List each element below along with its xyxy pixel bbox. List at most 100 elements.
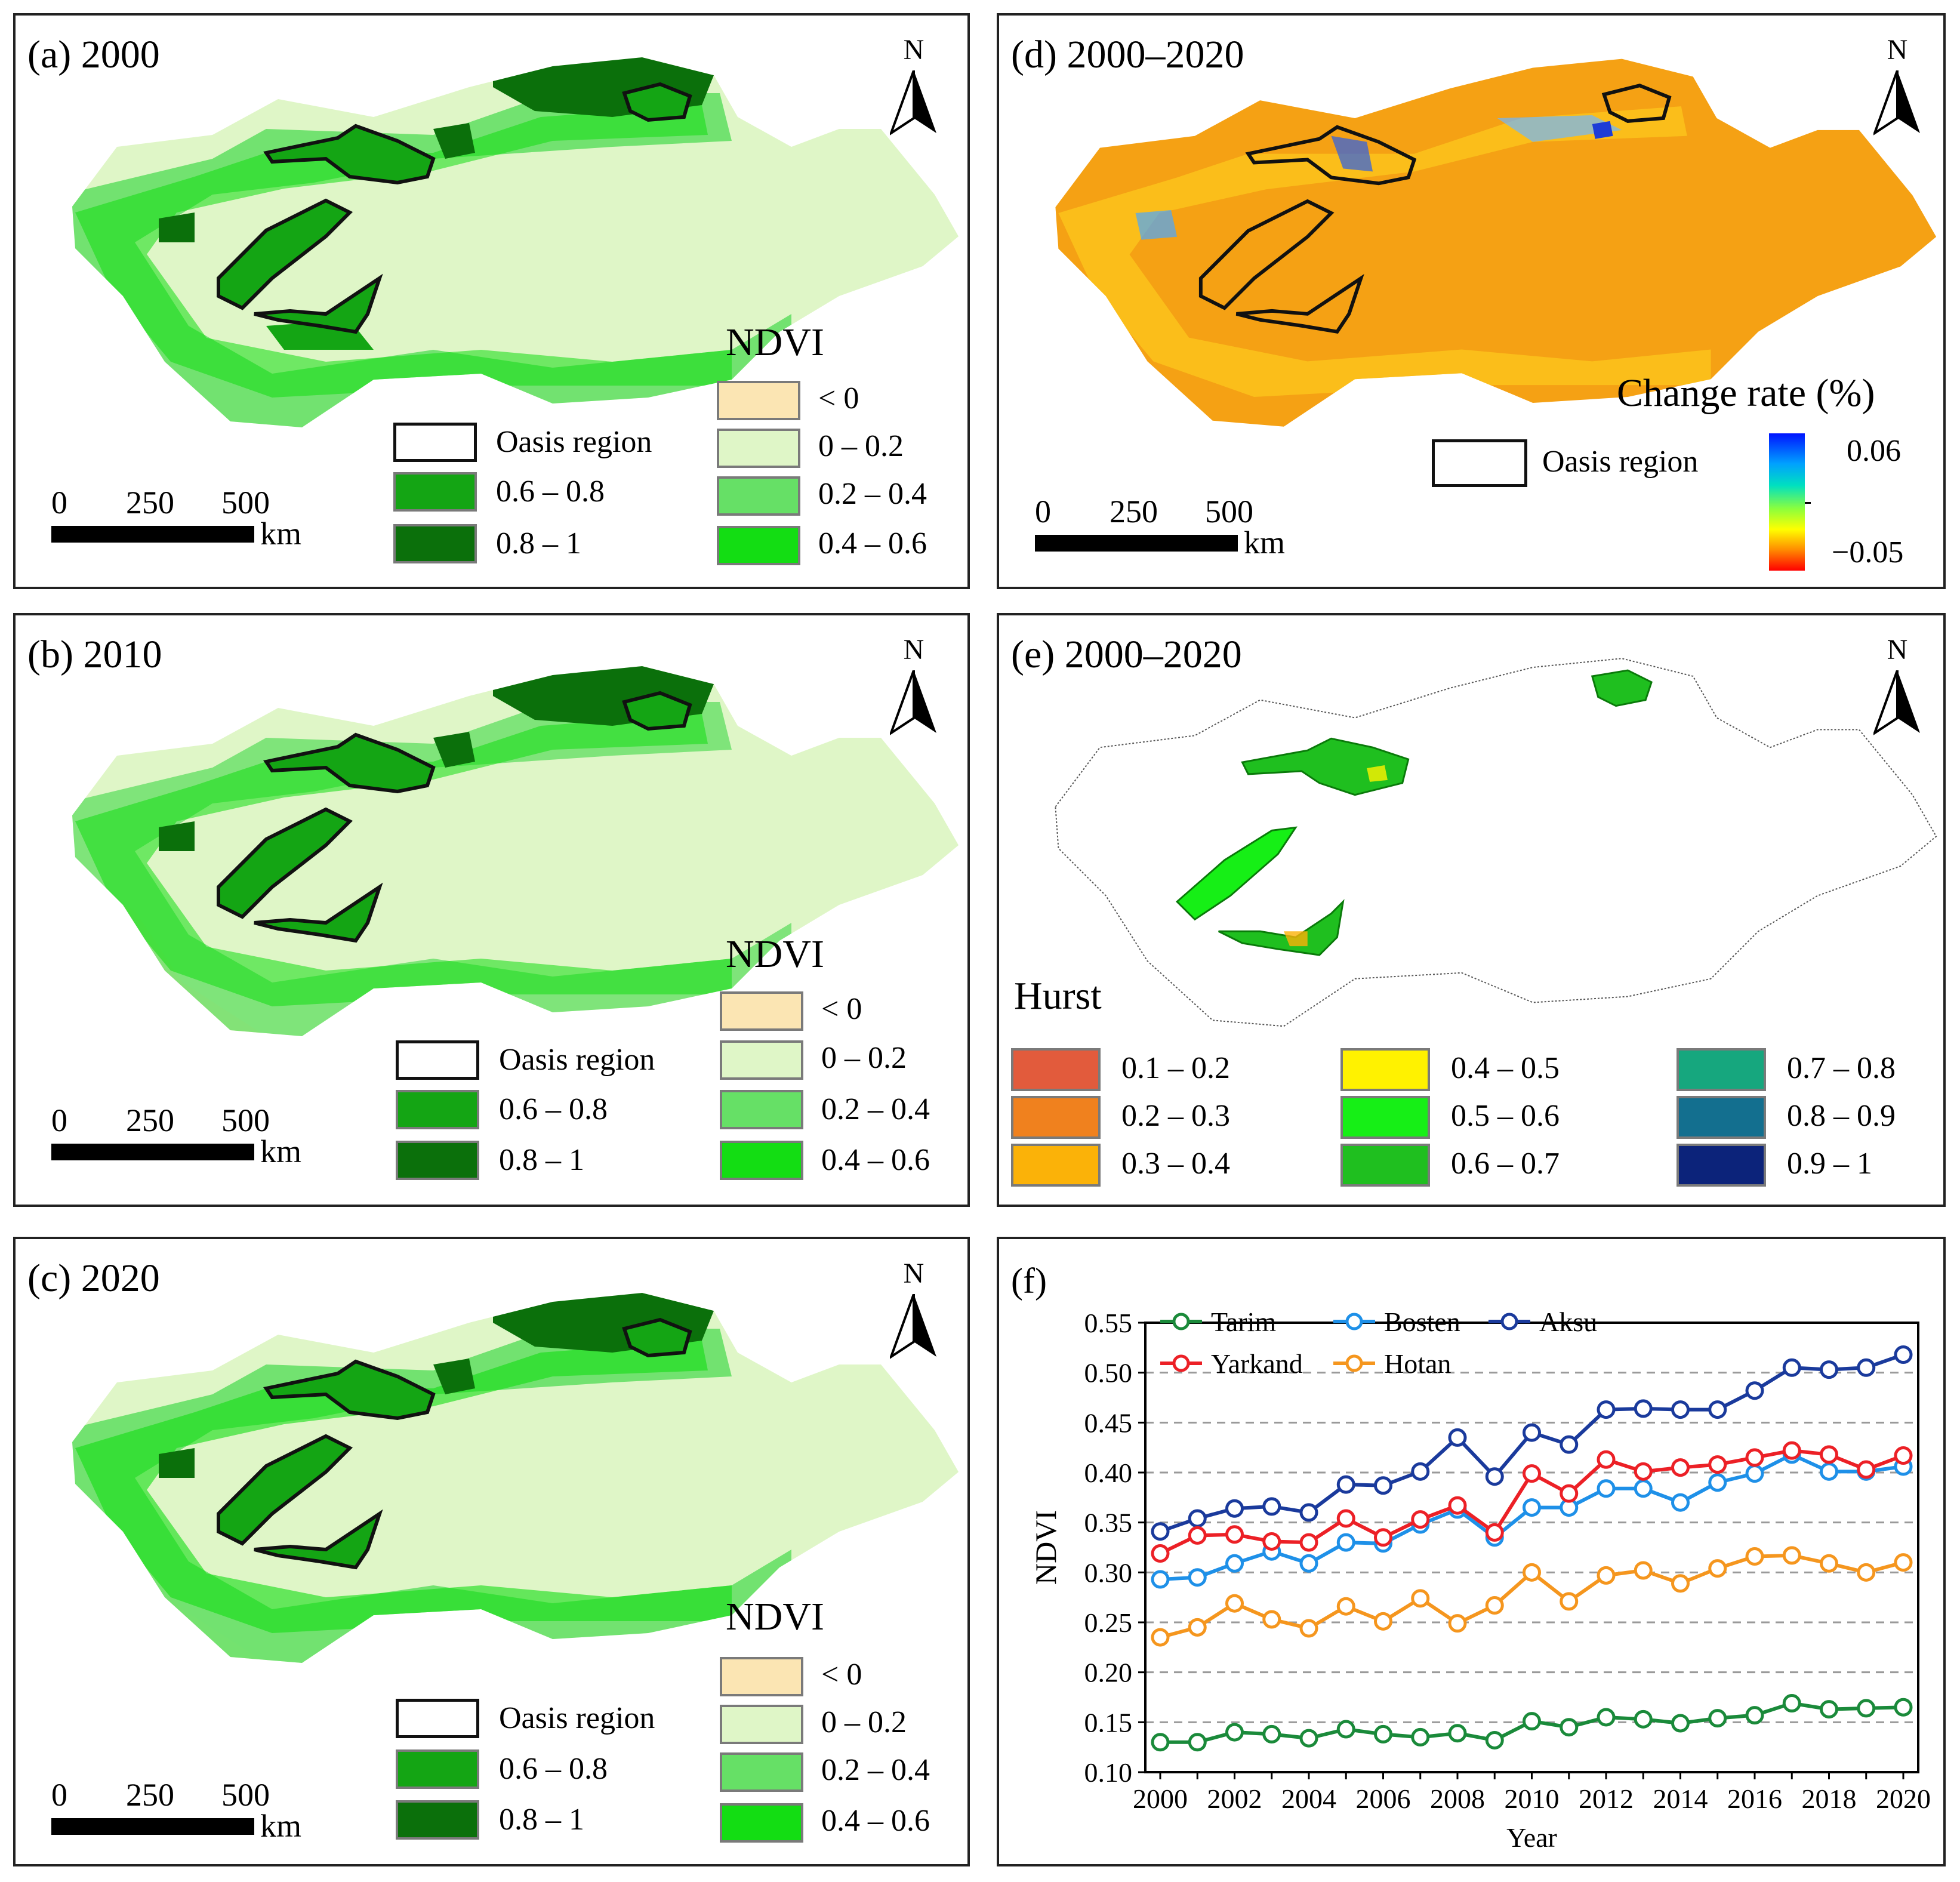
swatch-0-02	[717, 429, 800, 468]
scale-250: 250	[126, 485, 174, 520]
data-point-hotan	[1448, 1614, 1467, 1633]
panel-f: (f) 0.10 0.15 0.20 0.25 0.30 0.35 0.40 0.45 0.50 0…	[997, 1237, 1946, 1866]
data-point-yarkand	[1262, 1532, 1281, 1551]
swatch-08-1	[396, 1800, 479, 1840]
scale-bar: 0 250 500 km	[51, 1102, 302, 1169]
data-point-hotan	[1523, 1563, 1541, 1582]
data-point-yarkand	[1820, 1445, 1838, 1464]
scale-unit: km	[260, 1808, 302, 1844]
panel-a-title: (a) 2000	[27, 33, 160, 76]
hurst-label: 0.4 – 0.5	[1451, 1051, 1560, 1085]
x-tick-label: 2016	[1727, 1784, 1782, 1814]
data-point-yarkand	[1634, 1462, 1653, 1481]
north-label: N	[1887, 34, 1908, 66]
label-02-04: 0.2 – 0.4	[821, 1092, 930, 1126]
label-08-1: 0.8 – 1	[499, 1803, 584, 1837]
north-label: N	[1887, 634, 1908, 666]
hurst-label: 0.9 – 1	[1787, 1147, 1872, 1181]
scale-unit: km	[260, 1133, 302, 1169]
y-tick-label: 0.15	[1084, 1707, 1133, 1738]
data-point-tarim	[1857, 1699, 1876, 1718]
legend-label-tarim: Tarim	[1211, 1307, 1276, 1337]
hurst-swatch	[1340, 1048, 1430, 1091]
data-point-hotan	[1188, 1618, 1207, 1637]
data-point-yarkand	[1374, 1528, 1392, 1547]
data-point-aksu	[1448, 1428, 1467, 1447]
ndvi-map-2020	[72, 1293, 959, 1663]
data-point-yarkand	[1560, 1484, 1579, 1503]
scale-500: 500	[221, 1102, 270, 1138]
hurst-swatch	[1340, 1096, 1430, 1139]
data-point-tarim	[1820, 1700, 1838, 1719]
panel-b-title: (b) 2010	[27, 633, 162, 676]
data-point-tarim	[1336, 1720, 1355, 1739]
change-rate-gradient	[1769, 433, 1805, 571]
label-0-02: 0 – 0.2	[821, 1705, 907, 1739]
data-point-tarim	[1560, 1718, 1579, 1737]
data-point-yarkand	[1188, 1526, 1207, 1545]
scale-500: 500	[1205, 494, 1253, 529]
label-0-02: 0 – 0.2	[818, 429, 904, 463]
label-04-06: 0.4 – 0.6	[821, 1143, 930, 1177]
scale-0: 0	[51, 1777, 67, 1813]
label-oasis: Oasis region	[499, 1701, 655, 1735]
data-point-hotan	[1299, 1619, 1318, 1638]
data-point-tarim	[1411, 1727, 1430, 1747]
data-point-aksu	[1894, 1345, 1913, 1364]
data-point-aksu	[1262, 1497, 1281, 1516]
data-point-tarim	[1188, 1733, 1207, 1752]
north-label: N	[903, 1258, 924, 1289]
ndvi-line-chart: (f) 0.10 0.15 0.20 0.25 0.30 0.35 0.40 0.45 0.50 0…	[1011, 1261, 1931, 1853]
data-point-hotan	[1336, 1597, 1355, 1616]
data-point-hotan	[1708, 1559, 1727, 1578]
label-0-02: 0 – 0.2	[821, 1041, 907, 1075]
swatch-lt0	[720, 991, 803, 1031]
data-point-bosten	[1151, 1570, 1170, 1589]
data-point-tarim	[1374, 1724, 1392, 1744]
data-point-bosten	[1336, 1533, 1355, 1552]
north-label: N	[903, 34, 924, 66]
hurst-swatch	[1677, 1096, 1766, 1139]
label-oasis: Oasis region	[1542, 445, 1699, 479]
hurst-label: 0.1 – 0.2	[1121, 1051, 1230, 1085]
swatch-0-02	[720, 1040, 803, 1080]
data-point-tarim	[1634, 1709, 1653, 1729]
data-point-bosten	[1671, 1493, 1690, 1512]
data-point-hotan	[1820, 1554, 1838, 1573]
data-point-hotan	[1560, 1592, 1579, 1611]
swatch-02-04	[717, 476, 800, 516]
label-02-04: 0.2 – 0.4	[818, 477, 927, 511]
change-rate-map	[1055, 58, 1937, 427]
data-point-aksu	[1597, 1400, 1616, 1419]
scale-bar: 0 250 500 km	[51, 484, 302, 552]
scale-500: 500	[221, 1777, 270, 1813]
data-point-yarkand	[1225, 1525, 1244, 1544]
data-point-bosten	[1597, 1479, 1616, 1498]
swatch-0-02	[720, 1705, 803, 1744]
swatch-oasis	[393, 423, 477, 462]
data-point-tarim	[1708, 1709, 1727, 1728]
swatch-04-06	[720, 1141, 803, 1180]
x-tick-label: 2004	[1281, 1784, 1336, 1814]
north-arrow: N	[887, 33, 941, 141]
gradient-tick	[1805, 502, 1811, 504]
panel-b: (b) 2010 N 0 250 500 km NDVI < 0 Oasis r…	[13, 613, 970, 1207]
data-point-hotan	[1374, 1612, 1392, 1631]
swatch-02-04	[720, 1752, 803, 1792]
data-point-yarkand	[1597, 1450, 1616, 1469]
hurst-swatch	[1011, 1096, 1101, 1139]
legend-label-bosten: Bosten	[1384, 1307, 1460, 1337]
scale-unit: km	[1244, 525, 1286, 560]
label-oasis: Oasis region	[496, 425, 652, 459]
data-point-aksu	[1820, 1360, 1838, 1379]
swatch-lt0	[720, 1657, 803, 1696]
x-tick-label: 2020	[1876, 1784, 1931, 1814]
x-tick-label: 2000	[1133, 1784, 1188, 1814]
scale-250: 250	[126, 1777, 174, 1813]
data-point-yarkand	[1894, 1446, 1913, 1465]
data-point-aksu	[1708, 1400, 1727, 1419]
swatch-oasis	[1432, 439, 1527, 487]
data-point-yarkand	[1782, 1441, 1801, 1460]
data-point-tarim	[1894, 1698, 1913, 1717]
panel-d-title: (d) 2000–2020	[1011, 33, 1244, 76]
